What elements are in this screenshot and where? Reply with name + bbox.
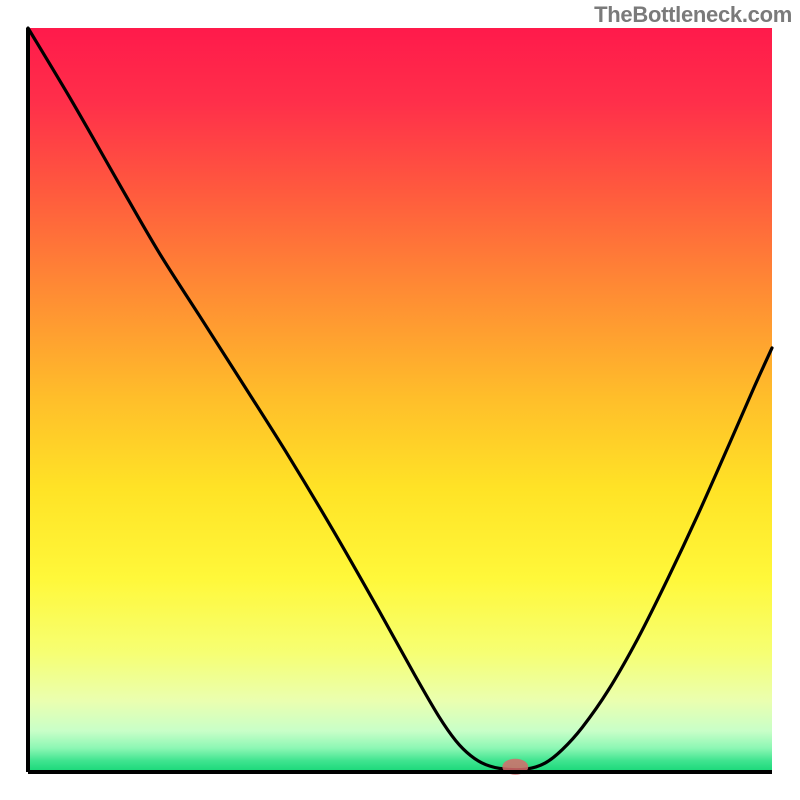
gradient-background xyxy=(28,28,772,772)
bottleneck-chart xyxy=(0,0,800,800)
chart-container: TheBottleneck.com xyxy=(0,0,800,800)
watermark-text: TheBottleneck.com xyxy=(594,2,792,28)
